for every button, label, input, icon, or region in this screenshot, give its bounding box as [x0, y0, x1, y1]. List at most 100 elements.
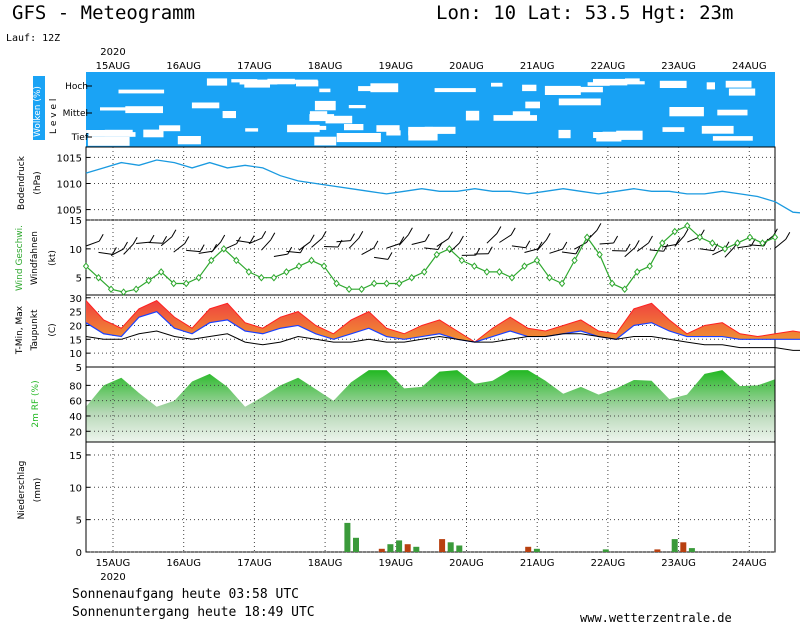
wind-speed-point	[671, 227, 678, 236]
cloud-gap	[491, 82, 503, 87]
wind-barb-feather	[171, 229, 177, 237]
wind-speed-point	[721, 245, 729, 253]
wind-speed-point	[684, 221, 691, 230]
cloud-ylabel: Wolken (%)	[33, 86, 43, 137]
dewpoint-line	[85, 330, 800, 351]
wind-barb-feather	[683, 228, 689, 237]
wind-speed-point	[120, 288, 127, 296]
wind-speed-point	[746, 233, 754, 242]
cloud-gap	[87, 136, 130, 146]
date-label-bottom: 17AUG	[237, 558, 272, 569]
precip-panel-frame	[85, 441, 776, 553]
wind-speed-point	[208, 256, 215, 265]
wind-barb	[173, 243, 186, 253]
wind-barb-feather	[321, 230, 327, 239]
year-label-top: 2020	[100, 47, 125, 58]
website-credit: www.wetterzentrale.de	[580, 611, 732, 625]
wind-barb	[549, 248, 563, 254]
wind-speed-point	[408, 273, 415, 282]
precip-bar	[680, 542, 687, 552]
wind-barb	[499, 234, 512, 243]
wind-barb	[298, 241, 311, 251]
date-label-bottom: 21AUG	[520, 558, 555, 569]
wind-barb	[348, 237, 360, 249]
precip-bar	[688, 548, 695, 552]
wind-barb	[737, 245, 752, 249]
cloud-gap	[319, 88, 331, 93]
tmin-line	[85, 310, 800, 343]
cloud-gap	[244, 84, 270, 88]
wind-tick-label: 5	[76, 274, 82, 285]
meteogram-chart: 15AUG 15AUG 16AUG 16AUG 17AUG 17AUG 18AUG 18AUG…	[15, 47, 800, 583]
wind-speed-point	[396, 279, 403, 288]
date-label-top: 24AUG	[732, 61, 767, 72]
year-label-bottom: 2020	[100, 572, 125, 583]
wind-speed-point	[621, 285, 628, 294]
wind-barb-feather	[613, 235, 619, 244]
temperature-band	[86, 300, 800, 343]
wind-barb-feather	[132, 236, 138, 245]
cloud-gap	[314, 136, 337, 146]
date-label-top: 17AUG	[237, 61, 272, 72]
cloud-gap	[434, 88, 476, 93]
cloud-gap	[206, 78, 228, 86]
wind-barb-feather	[261, 230, 267, 239]
precip-tick-label: 10	[69, 483, 82, 494]
date-label-top: 16AUG	[166, 61, 201, 72]
precip-bar	[439, 539, 446, 552]
wind-barb	[486, 233, 498, 244]
precip-bar	[602, 549, 609, 552]
wind-barb	[599, 242, 614, 245]
cloud-level-label: Mittel	[63, 109, 88, 119]
wind-tick-label: 10	[69, 245, 82, 256]
wind-speed-point	[433, 250, 440, 259]
date-label-bottom: 23AUG	[661, 558, 696, 569]
cloud-ylabel-bg	[33, 76, 45, 140]
cloud-gap	[325, 115, 353, 124]
wind-barb-feather	[373, 240, 379, 249]
date-label-top: 22AUG	[591, 61, 626, 72]
cloud-level-label: Hoch	[65, 82, 88, 92]
date-label-bottom: 22AUG	[591, 558, 626, 569]
precip-bar	[387, 544, 394, 552]
wind-barb	[524, 248, 539, 253]
cloud-gap	[314, 125, 327, 130]
cloud-gap	[191, 102, 220, 109]
cloud-gap	[662, 127, 685, 132]
wind-barb	[662, 244, 677, 248]
wind-speed-point	[533, 256, 541, 265]
cloud-gap	[576, 86, 603, 93]
date-label-bottom: 24AUG	[732, 558, 767, 569]
cloud-gap	[370, 83, 399, 93]
wind-barb	[85, 240, 100, 247]
wind-barb	[311, 237, 323, 248]
wind-barb-feather	[249, 235, 255, 243]
wind-speed-point	[696, 233, 703, 242]
precip-bar	[404, 544, 411, 552]
cloud-gap	[278, 79, 318, 84]
wind-speed-point	[421, 268, 428, 276]
meteogram-title: GFS - Meteogramm	[12, 2, 196, 24]
wind-speed-line	[85, 225, 776, 293]
wind-speed-point	[270, 273, 278, 282]
cloud-gap	[424, 126, 456, 134]
rh-ylabel: 2m RF (%)	[31, 380, 41, 427]
cloud-gap	[725, 80, 752, 88]
wind-barb	[774, 238, 787, 249]
wind-barb	[649, 249, 664, 252]
wind-barb-feather	[675, 237, 681, 245]
cloud-gap	[336, 133, 381, 143]
wind-barb	[98, 251, 113, 255]
cloud-gap	[245, 128, 259, 132]
wind-speed-point	[145, 276, 152, 285]
wind-barb-feather	[487, 246, 493, 254]
wind-speed-point	[220, 245, 227, 253]
wind-barb-feather	[525, 240, 531, 248]
precip-bar	[378, 548, 385, 552]
wind-barb-feather	[123, 241, 128, 250]
temperature-tick-label: 20	[69, 321, 82, 332]
wind-speed-point	[82, 262, 90, 270]
wind-barb-feather	[309, 234, 315, 243]
wind-speed-point	[107, 285, 115, 294]
precip-bar	[344, 522, 351, 552]
